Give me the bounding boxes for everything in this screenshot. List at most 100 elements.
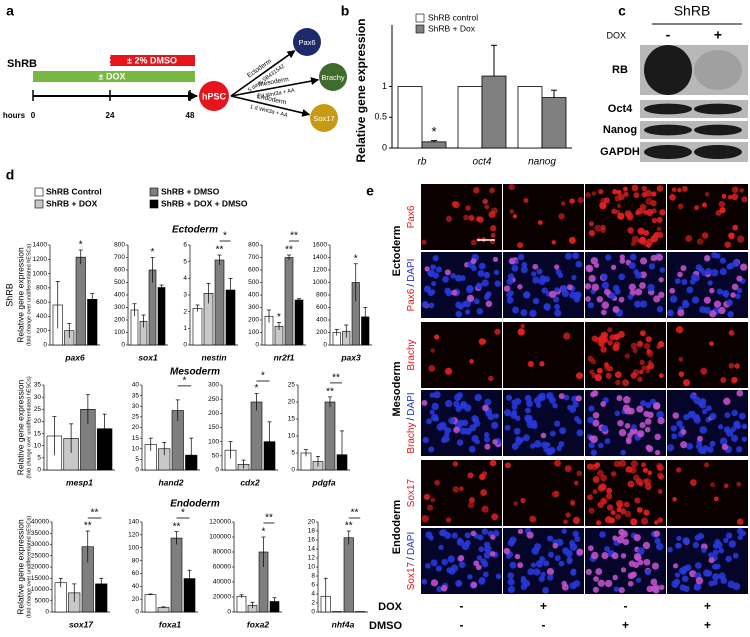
stained-cell xyxy=(565,512,571,518)
hpsc-label: hPSC xyxy=(202,91,227,101)
nucleus xyxy=(561,580,567,587)
y-tick-label: 600 xyxy=(114,267,125,274)
stained-cell xyxy=(709,341,714,347)
y-tick-label: 100000 xyxy=(209,534,231,541)
nucleus xyxy=(612,284,620,292)
nucleus xyxy=(604,579,613,588)
nucleus xyxy=(520,575,526,582)
stained-cell xyxy=(647,470,653,476)
stained-cell xyxy=(596,469,604,477)
stained-cell xyxy=(595,520,602,526)
nucleus xyxy=(453,400,460,408)
condition-sign: + xyxy=(704,599,711,613)
stained-cell xyxy=(644,478,652,486)
stained-cell xyxy=(513,501,519,506)
y-tick-label: 25 xyxy=(132,414,140,421)
micrograph xyxy=(421,460,502,526)
stained-cell xyxy=(478,473,486,481)
stained-cell xyxy=(605,372,612,379)
nucleus xyxy=(618,273,626,281)
y-tick-label: 40000 xyxy=(31,519,49,526)
nucleus xyxy=(592,419,600,427)
condition-sign: - xyxy=(624,599,628,613)
y-tick-label: 400 xyxy=(36,313,47,320)
stained-cell xyxy=(617,212,625,220)
nucleus xyxy=(483,551,491,559)
nucleus xyxy=(495,573,502,580)
nucleus xyxy=(617,419,624,427)
nucleus xyxy=(585,568,592,575)
stained-cell xyxy=(445,517,452,523)
nucleus xyxy=(431,281,437,287)
legend-swatch xyxy=(149,187,159,197)
nucleus xyxy=(430,264,436,271)
stained-cell xyxy=(434,480,440,486)
stained-cell xyxy=(586,463,594,470)
stained-cell xyxy=(588,221,594,227)
y-tick-label: 5 xyxy=(183,258,187,265)
stained-cell xyxy=(654,520,659,525)
stained-cell xyxy=(615,379,621,386)
nucleus xyxy=(444,269,451,276)
nucleus xyxy=(421,400,428,407)
nucleus xyxy=(659,584,665,591)
row-ylabel: Relative gene expression xyxy=(15,380,25,476)
nucleus xyxy=(697,400,704,407)
stained-cell xyxy=(647,360,653,365)
nucleus xyxy=(426,418,432,425)
y-tick-label: 10 xyxy=(132,445,140,452)
y-tick-label: 6 xyxy=(183,242,187,249)
category-label: pdgfa xyxy=(311,477,335,487)
stained-cell xyxy=(710,482,716,488)
stained-cell xyxy=(508,183,515,191)
nucleus xyxy=(709,287,715,294)
stained-cell xyxy=(640,517,649,525)
y-tick-label: 20000 xyxy=(213,594,231,601)
stain-separator: / xyxy=(406,557,417,560)
stained-cell xyxy=(554,459,561,467)
stained-cell xyxy=(638,481,644,487)
stained-cell xyxy=(444,367,453,375)
nucleus xyxy=(554,303,560,310)
nucleus xyxy=(605,254,612,261)
legend-swatch xyxy=(149,199,159,209)
y-tick-label: 500 xyxy=(248,279,259,286)
nucleus xyxy=(466,294,475,302)
y-tick-label: 120 xyxy=(128,532,139,539)
nucleus xyxy=(702,408,708,415)
bar xyxy=(157,287,166,346)
stained-cell xyxy=(478,338,486,346)
nucleus xyxy=(541,287,548,294)
nucleus xyxy=(576,548,584,556)
nucleus xyxy=(731,434,739,442)
nucleus xyxy=(540,432,547,439)
nucleus xyxy=(505,553,512,559)
nucleus xyxy=(464,404,472,412)
nucleus xyxy=(587,416,594,424)
nucleus xyxy=(478,262,486,270)
nucleus xyxy=(650,578,658,586)
y-tick-label: 300 xyxy=(248,304,259,311)
nucleus xyxy=(555,538,564,547)
nucleus xyxy=(421,578,428,585)
y-tick-label: 20 xyxy=(132,424,140,431)
stained-cell xyxy=(624,510,632,518)
y-tick-label: 100 xyxy=(128,544,139,551)
nucleus xyxy=(728,540,737,548)
stained-cell xyxy=(675,467,682,473)
bar xyxy=(170,537,183,613)
nucleus xyxy=(536,268,543,275)
condition-sign: + xyxy=(704,618,711,632)
nucleus xyxy=(442,275,449,283)
nucleus xyxy=(569,582,577,590)
panel-label: d xyxy=(6,167,15,183)
stained-cell xyxy=(600,331,609,339)
stained-cell xyxy=(630,342,638,350)
nucleus xyxy=(738,412,746,420)
blot-band xyxy=(644,103,692,115)
nucleus xyxy=(655,253,663,261)
protein-label: GAPDH xyxy=(600,146,640,158)
condition-sign: - xyxy=(542,618,546,632)
nucleus xyxy=(489,551,496,557)
stained-cell xyxy=(434,334,440,340)
